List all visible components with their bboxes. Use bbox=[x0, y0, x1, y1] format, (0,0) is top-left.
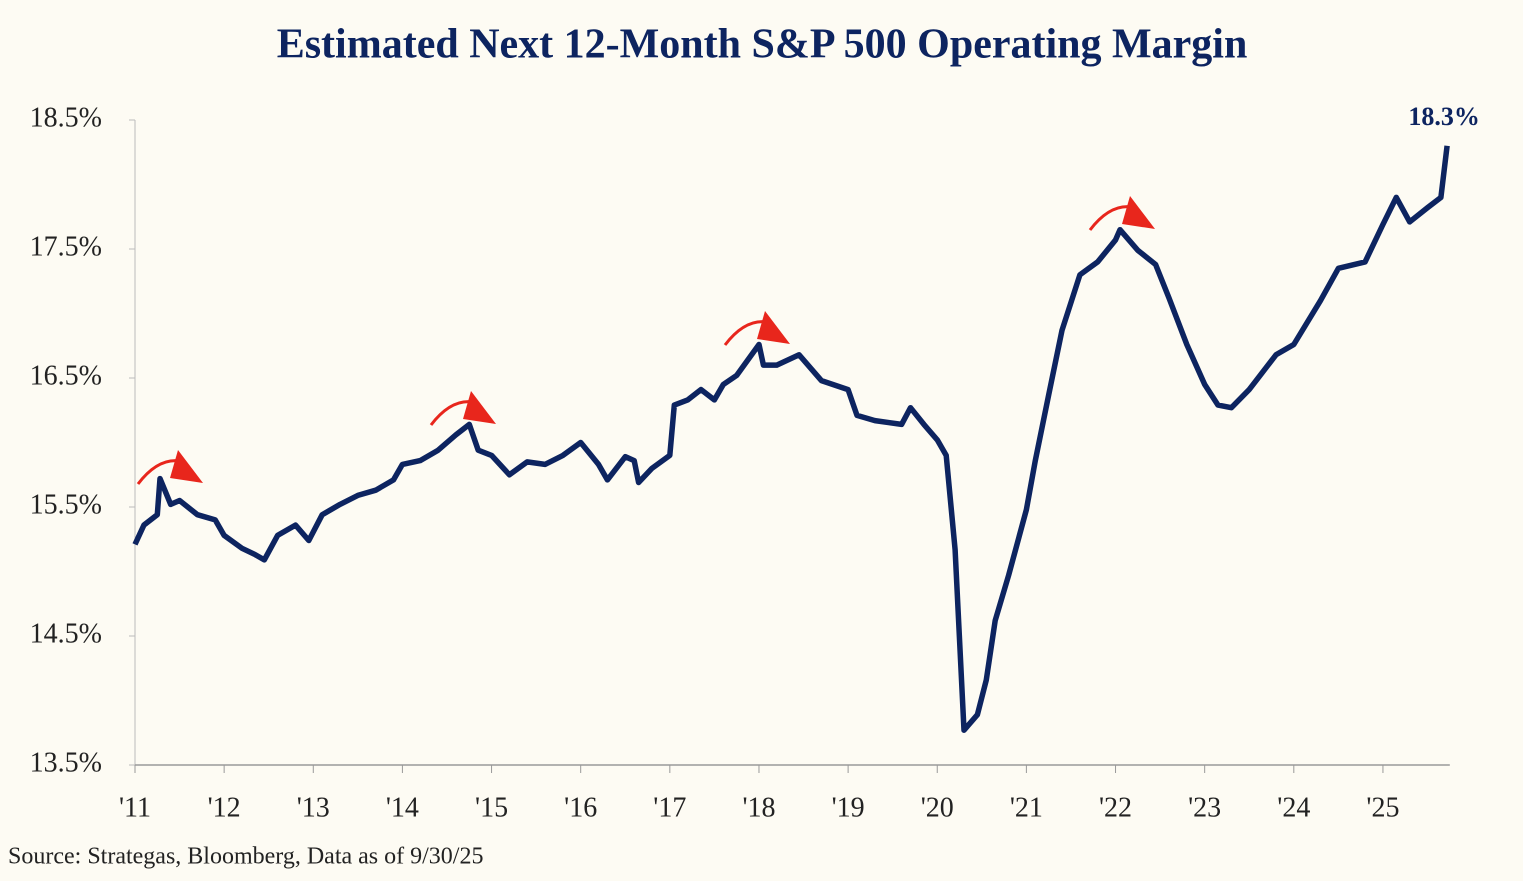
x-tick-label: '23 bbox=[1188, 792, 1221, 823]
x-tick-label: '19 bbox=[832, 792, 865, 823]
y-tick-label: 13.5% bbox=[30, 747, 102, 778]
y-tick-label: 15.5% bbox=[30, 489, 102, 520]
source-note: Source: Strategas, Bloomberg, Data as of… bbox=[8, 844, 483, 870]
x-tick-label: '12 bbox=[208, 792, 241, 823]
line bbox=[132, 145, 1450, 733]
x-tick-label: '25 bbox=[1366, 792, 1399, 823]
x-tick-label: '18 bbox=[742, 792, 775, 823]
x-tick-label: '24 bbox=[1277, 792, 1310, 823]
arrow-head bbox=[1122, 196, 1155, 229]
x-tick-label: '20 bbox=[921, 792, 954, 823]
x-tick-label: '14 bbox=[386, 792, 419, 823]
x-tick-label: '17 bbox=[653, 792, 686, 823]
x-tick-label: '16 bbox=[564, 792, 597, 823]
y-tick-label: 18.5% bbox=[30, 102, 102, 133]
x-tick-label: '11 bbox=[119, 792, 151, 823]
y-tick-label: 16.5% bbox=[30, 360, 102, 391]
x-tick-label: '22 bbox=[1099, 792, 1132, 823]
y-tick-label: 14.5% bbox=[30, 618, 102, 649]
arrow-head bbox=[757, 311, 790, 344]
end-label: 18.3% bbox=[1408, 102, 1480, 131]
y-tick-label: 17.5% bbox=[30, 231, 102, 262]
x-tick-label: '15 bbox=[475, 792, 508, 823]
arrow-head bbox=[463, 391, 496, 424]
arrow-heads bbox=[170, 196, 1155, 483]
x-tick-label: '21 bbox=[1010, 792, 1043, 823]
chart-title: Estimated Next 12-Month S&P 500 Operatin… bbox=[277, 22, 1248, 68]
x-tick-label: '13 bbox=[297, 792, 330, 823]
arrow-head bbox=[170, 450, 203, 483]
